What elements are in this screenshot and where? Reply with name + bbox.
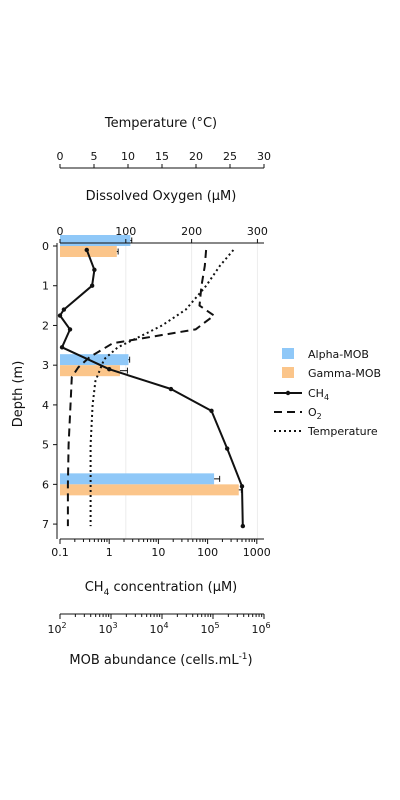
oxygen-axis: Dissolved Oxygen (µM) 0 100 200 300 xyxy=(57,189,268,244)
depth-tick-label: 7 xyxy=(42,518,49,531)
ch4-data-point xyxy=(239,484,245,489)
ch4-axis-title-main: CH xyxy=(85,580,104,595)
gamma-mob-bar xyxy=(60,365,120,377)
temperature-axis: Temperature (°C) 0 5 10 15 20 25 30 xyxy=(57,116,271,169)
depth-axis-title: Depth (m) xyxy=(11,361,26,428)
legend-label-ch4-sub: 4 xyxy=(324,393,329,402)
mob-tick-exponent: 4 xyxy=(163,621,168,630)
mob-tick-base: 10 xyxy=(149,623,163,636)
mob-axis-title-rest: ) xyxy=(248,653,253,668)
ch4-tick-label: 10 xyxy=(151,546,165,559)
ch4-data-point xyxy=(168,386,174,392)
mob-tick-exponent: 2 xyxy=(61,621,66,630)
depth-tick-label: 6 xyxy=(42,478,49,491)
ch4-data-point xyxy=(209,408,214,414)
mob-tick-label: 102 xyxy=(47,621,66,636)
ch4-data-point xyxy=(224,446,230,451)
ch4-axis: CH4 concentration (µM) 0.1 1 10 100 1000 xyxy=(51,538,271,598)
ch4-axis-title-sub: 4 xyxy=(104,588,110,598)
mob-tick-base: 10 xyxy=(47,623,61,636)
depth-tick-label: 5 xyxy=(42,439,49,452)
mob-tick-label: 106 xyxy=(251,621,270,636)
ch4-data-point xyxy=(240,523,246,529)
temperature-tick-label: 0 xyxy=(57,150,64,163)
temperature-axis-title: Temperature (°C) xyxy=(104,116,217,131)
legend-label-ch4: CH4 xyxy=(308,387,329,402)
mob-axis-title: MOB abundance (cells.mL-1) xyxy=(69,652,252,668)
profile-lines xyxy=(57,247,246,529)
mob-tick-exponent: 3 xyxy=(112,621,117,630)
depth-tick-label: 1 xyxy=(42,280,49,293)
mob-axis-title-main: MOB abundance (cells.mL xyxy=(69,653,239,668)
ch4-data-point xyxy=(89,283,95,288)
mob-axis: MOB abundance (cells.mL-1) 102 103 104 105 1… xyxy=(47,613,271,668)
legend: Alpha-MOB Gamma-MOB CH4 O2 Temperature xyxy=(274,348,381,438)
mob-axis-title-sup: -1 xyxy=(239,652,248,662)
legend-label-o2-sub: 2 xyxy=(317,412,322,421)
ch4-tick-label: 1 xyxy=(106,546,113,559)
ch4-data-point xyxy=(61,307,67,312)
ch4-data-point xyxy=(84,247,89,253)
mob-tick-exponent: 6 xyxy=(265,621,270,630)
gamma-mob-bar xyxy=(60,484,239,496)
temperature-tick-label: 30 xyxy=(257,150,271,163)
oxygen-profile-line xyxy=(66,249,215,527)
mob-tick-label: 105 xyxy=(200,621,219,636)
mob-tick-exponent: 5 xyxy=(214,621,219,630)
legend-swatch-alpha-mob xyxy=(282,348,294,359)
alpha-mob-bar xyxy=(60,354,129,366)
ch4-data-point xyxy=(57,313,63,318)
legend-label-o2-main: O xyxy=(308,406,317,419)
oxygen-tick-label: 300 xyxy=(247,225,268,238)
mob-tick-label: 104 xyxy=(149,621,168,636)
mob-tick-base: 10 xyxy=(251,623,265,636)
legend-label-gamma-mob: Gamma-MOB xyxy=(308,367,381,380)
temperature-tick-label: 15 xyxy=(155,150,169,163)
depth-tick-label: 4 xyxy=(42,399,49,412)
oxygen-axis-title: Dissolved Oxygen (µM) xyxy=(86,189,237,204)
ch4-tick-label: 100 xyxy=(197,546,218,559)
depth-tick-label: 3 xyxy=(42,359,49,372)
temperature-tick-label: 25 xyxy=(223,150,237,163)
oxygen-tick-label: 0 xyxy=(57,225,64,238)
ch4-tick-label: 1000 xyxy=(243,546,271,559)
legend-swatch-gamma-mob xyxy=(282,367,294,378)
legend-marker-ch4 xyxy=(285,390,291,396)
ch4-data-point xyxy=(59,345,65,350)
legend-label-ch4-main: CH xyxy=(308,387,324,400)
ch4-tick-label: 0.1 xyxy=(51,546,69,559)
oxygen-tick-label: 200 xyxy=(181,225,202,238)
alpha-mob-bar xyxy=(60,235,131,246)
temperature-tick-label: 5 xyxy=(91,150,98,163)
legend-label-temperature: Temperature xyxy=(307,425,378,438)
temperature-tick-label: 10 xyxy=(121,150,135,163)
depth-tick-label: 2 xyxy=(42,319,49,332)
mob-tick-label: 103 xyxy=(98,621,117,636)
temperature-tick-label: 20 xyxy=(189,150,203,163)
depth-axis: Depth (m) 0 1 2 3 4 5 6 7 xyxy=(11,240,58,539)
oxygen-tick-label: 100 xyxy=(115,225,136,238)
mob-tick-base: 10 xyxy=(98,623,112,636)
depth-tick-label: 0 xyxy=(42,240,49,253)
mob-tick-base: 10 xyxy=(200,623,214,636)
ch4-axis-title-rest: concentration (µM) xyxy=(109,580,237,595)
ch4-axis-title: CH4 concentration (µM) xyxy=(85,580,238,598)
alpha-mob-bar xyxy=(60,473,215,485)
ch4-data-point xyxy=(92,267,97,273)
legend-label-alpha-mob: Alpha-MOB xyxy=(308,348,369,361)
legend-label-o2: O2 xyxy=(308,406,322,421)
ch4-data-point xyxy=(107,366,112,372)
ch4-data-point xyxy=(67,327,73,332)
